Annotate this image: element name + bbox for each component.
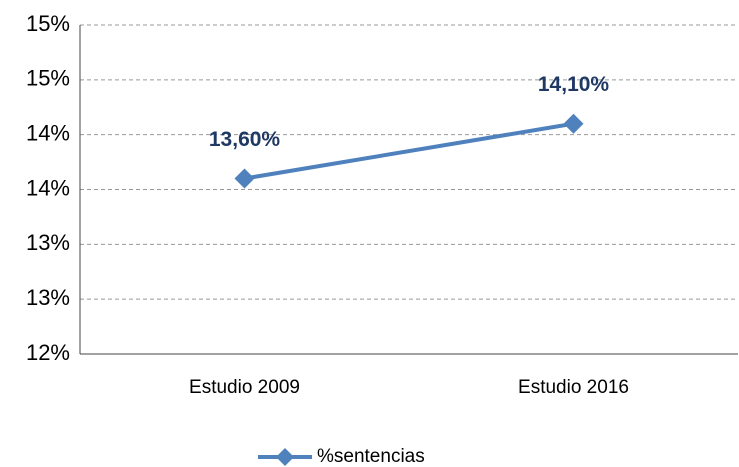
y-tick-label: 14% — [26, 175, 70, 200]
data-label: 14,10% — [538, 73, 610, 96]
y-tick-label: 12% — [26, 340, 70, 365]
x-tick-label: Estudio 2009 — [189, 377, 300, 398]
y-tick-label: 14% — [26, 120, 70, 145]
data-label: 13,60% — [209, 128, 281, 151]
y-tick-label: 15% — [26, 11, 70, 36]
y-tick-label: 13% — [26, 285, 70, 310]
y-tick-label: 15% — [26, 66, 70, 91]
marker — [563, 113, 584, 134]
x-tick-label: Estudio 2016 — [518, 377, 629, 398]
line — [244, 121, 574, 181]
marker — [234, 168, 255, 189]
legend-marker — [276, 448, 294, 466]
legend-label: %sentencias — [317, 446, 425, 467]
y-tick-label: 13% — [26, 230, 70, 255]
